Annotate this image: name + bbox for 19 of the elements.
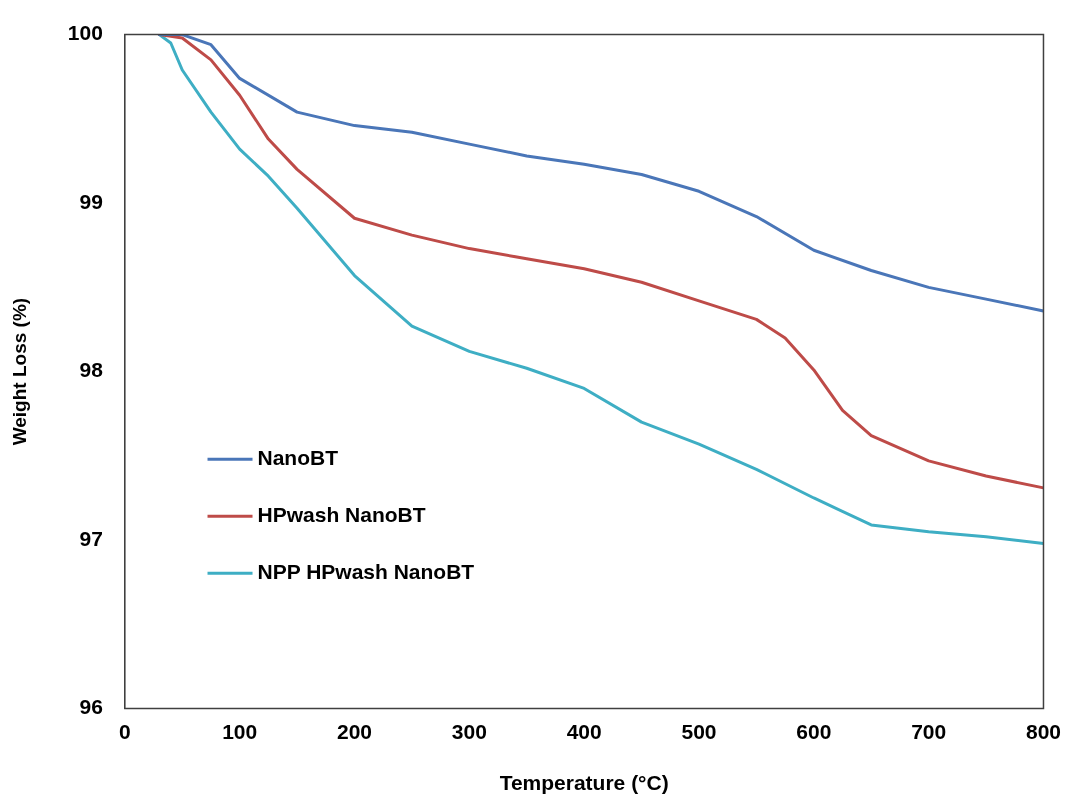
x-tick-label: 100 bbox=[222, 720, 258, 743]
x-tick-label: 800 bbox=[1025, 720, 1061, 743]
y-axis-title: Weight Loss (%) bbox=[8, 297, 30, 446]
y-tick-label: 97 bbox=[79, 526, 103, 550]
x-tick-label: 600 bbox=[796, 720, 832, 743]
y-tick-label: 100 bbox=[67, 21, 103, 45]
legend-label: NPP HPwash NanoBT bbox=[257, 560, 475, 584]
y-tick-label: 98 bbox=[79, 358, 104, 382]
legend-label: HPwash NanoBT bbox=[257, 503, 426, 527]
x-tick-label: 300 bbox=[451, 720, 487, 743]
x-tick-label: 0 bbox=[118, 720, 131, 743]
y-tick-label: 96 bbox=[79, 695, 103, 719]
x-axis-title: Temperature (°C) bbox=[499, 771, 669, 795]
x-tick-label: 400 bbox=[566, 720, 602, 743]
x-tick-label: 700 bbox=[911, 720, 947, 743]
legend-label: NanoBT bbox=[257, 446, 339, 470]
x-tick-label: 200 bbox=[336, 720, 373, 743]
x-tick-label: 500 bbox=[681, 720, 717, 743]
y-tick-label: 99 bbox=[79, 189, 103, 213]
